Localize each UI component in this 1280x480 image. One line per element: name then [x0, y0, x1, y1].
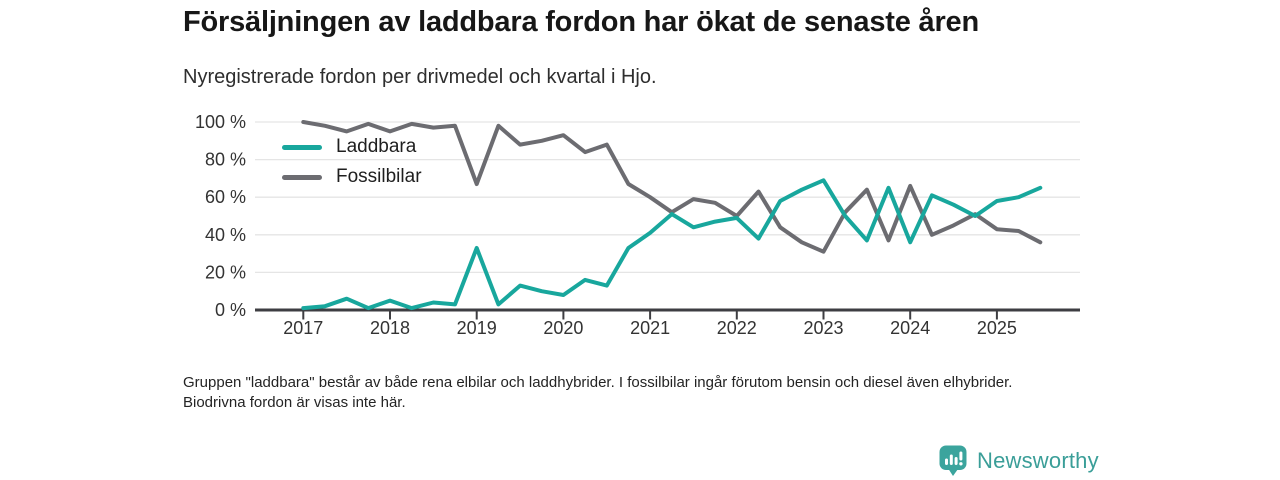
x-tick-label: 2023: [803, 318, 843, 338]
legend-label-fossilbilar: Fossilbilar: [336, 166, 422, 187]
y-tick-label: 80 %: [205, 150, 246, 170]
page-title: Försäljningen av laddbara fordon har öka…: [183, 6, 979, 38]
bar-chart-pin-icon: [939, 445, 967, 476]
newsworthy-logo[interactable]: Newsworthy: [938, 444, 1099, 477]
x-tick-label: 2021: [630, 318, 670, 338]
x-tick-label: 2018: [370, 318, 410, 338]
x-tick-label: 2024: [890, 318, 930, 338]
x-tick-label: 2020: [543, 318, 583, 338]
x-tick-label: 2017: [283, 318, 323, 338]
line-chart: 0 % 20 % 40 % 60 % 80 % 100 % 2017 2018 2019 2020…: [170, 110, 1100, 355]
legend-item-fossilbilar: Fossilbilar: [282, 166, 422, 188]
legend-swatch-fossilbilar: [282, 174, 322, 180]
y-tick-label: 100 %: [195, 112, 246, 132]
x-tick-label: 2022: [717, 318, 757, 338]
x-tick-label: 2025: [977, 318, 1017, 338]
y-tick-label: 60 %: [205, 187, 246, 207]
y-tick-label: 0 %: [215, 300, 246, 320]
chart-footnote: Gruppen "laddbara" består av både rena e…: [183, 374, 1013, 412]
legend-item-laddbara: Laddbara: [282, 136, 422, 158]
chart-canvas: 0 % 20 % 40 % 60 % 80 % 100 % 2017 2018 2019 2020…: [195, 112, 1080, 338]
legend-label-laddbara: Laddbara: [336, 136, 417, 157]
y-tick-label: 40 %: [205, 225, 246, 245]
legend-swatch-laddbara: [282, 144, 322, 150]
newsworthy-logo-text: Newsworthy: [977, 447, 1099, 473]
series-line-laddbara: [301, 178, 1043, 311]
y-tick-label: 20 %: [205, 262, 246, 282]
chart-subtitle: Nyregistrerade fordon per drivmedel och …: [183, 66, 657, 88]
chart-legend: Laddbara Fossilbilar: [282, 136, 422, 196]
x-tick-label: 2019: [457, 318, 497, 338]
